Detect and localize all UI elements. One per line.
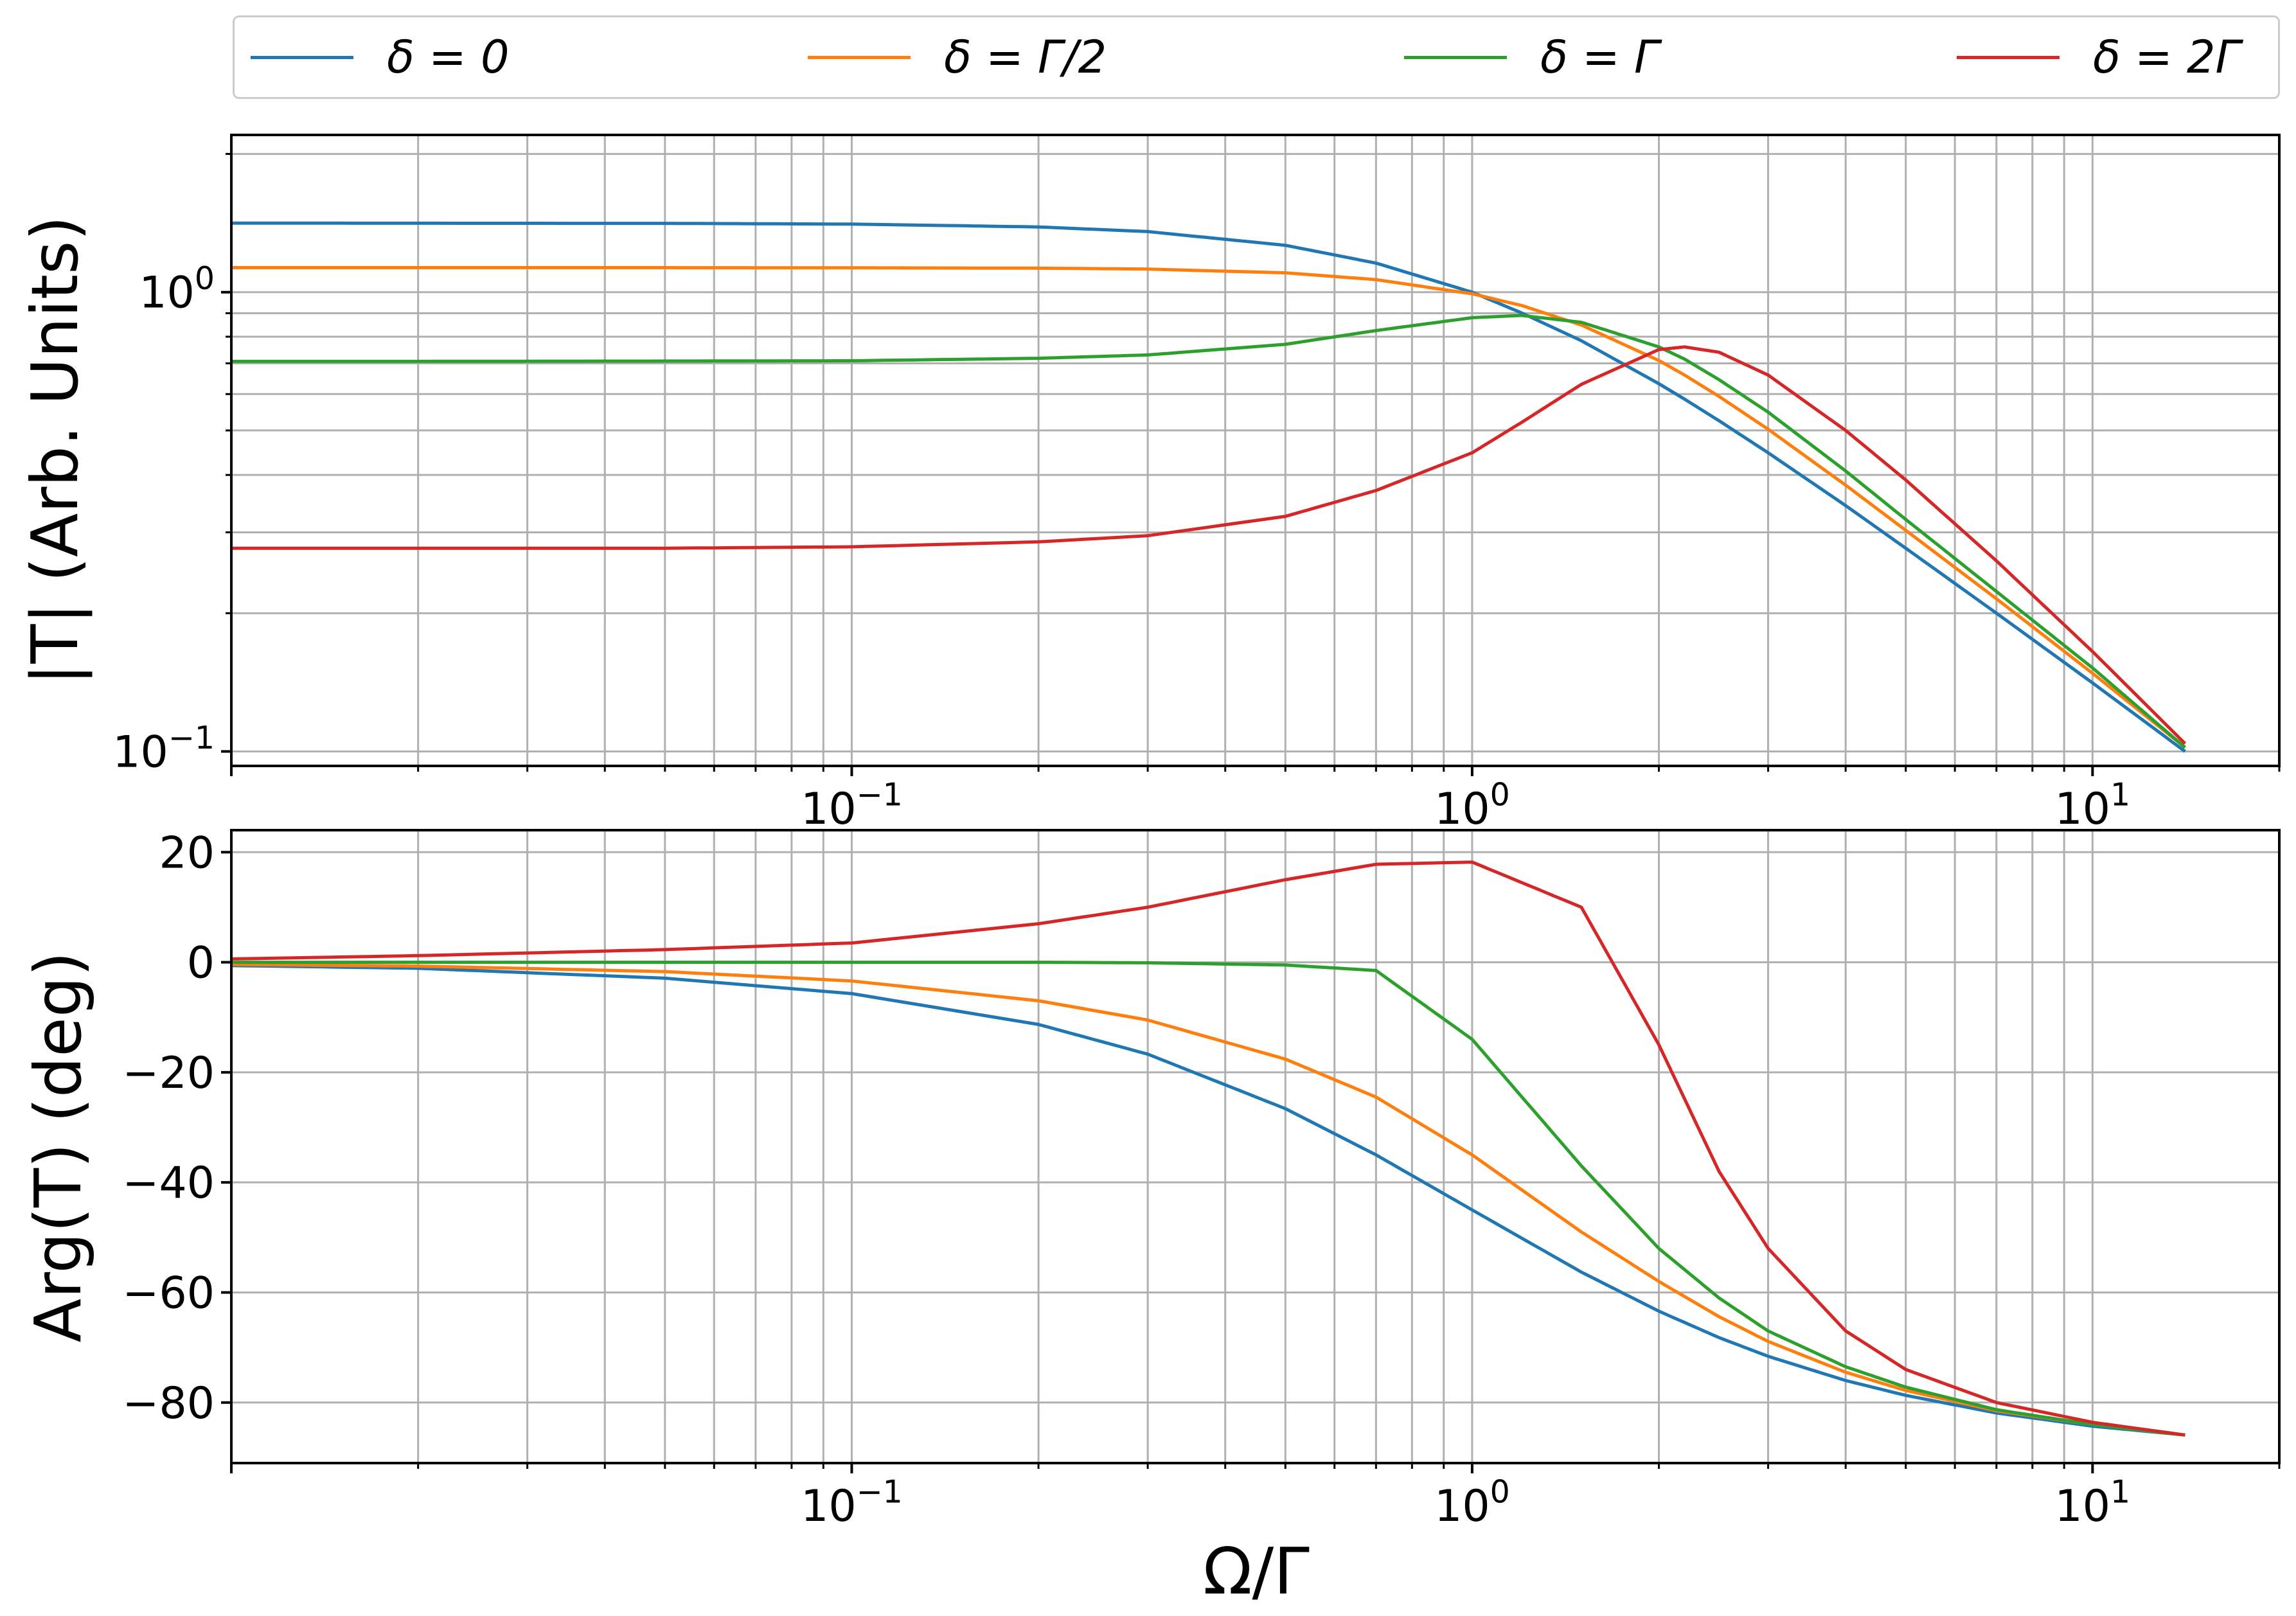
legend: δ = 0 δ = Γ/2 δ = Γ δ = 2Γ [233,15,2280,99]
x-tick-label: 101 [2055,1473,2131,1532]
phase-ticks: 10−1 100 101 −80 −60 −40 −20 0 20 [122,828,2281,1532]
legend-label: δ = 0 [387,31,510,84]
legend-line [1404,55,1507,59]
series-line [231,961,2185,1437]
magnitude-ticks: 10−1 100 101 10−1 100 [112,153,2281,835]
magnitude-plot: 10−1 100 101 10−1 100 |T| (Arb. Units) [17,134,2281,835]
phase-xlabel: Ω/Γ [1203,1534,1310,1609]
y-tick-label: 0 [187,938,215,989]
magnitude-grid [230,135,2281,766]
magnitude-ylabel: |T| (Arb. Units) [17,216,93,686]
series-line [231,345,2187,745]
phase-grid [230,830,2281,1463]
y-tick-label: 20 [159,828,215,878]
legend-label: δ = Γ/2 [944,31,1107,84]
x-tick-label: 100 [1434,1473,1510,1532]
series-line [231,221,2186,753]
phase-ylabel: Arg(T) (deg) [21,952,96,1343]
x-tick-label: 100 [1434,776,1510,835]
legend-line [808,55,911,59]
legend-entry: δ = Γ [1404,17,1659,97]
y-tick-label: −60 [122,1268,215,1319]
legend-entry: δ = 2Γ [1957,17,2241,97]
x-tick-label: 10−1 [801,776,903,835]
series-line [231,963,2185,1437]
series-line [231,964,2185,1437]
legend-label: δ = 2Γ [2093,31,2241,84]
y-tick-label: −80 [122,1378,215,1429]
magnitude-axes-frame [230,134,2281,767]
legend-entry: δ = 0 [251,17,510,97]
legend-label: δ = Γ [1540,31,1659,84]
y-tick-label: −40 [122,1158,215,1209]
x-tick-label: 101 [2055,776,2131,835]
legend-line [1957,55,2060,59]
series-line [231,314,2187,749]
y-tick-label: −20 [122,1048,215,1099]
x-tick-label: 10−1 [801,1473,903,1532]
series-line [231,860,2185,1437]
magnitude-series-lines [231,221,2187,753]
series-line [231,266,2186,749]
legend-entry: δ = Γ/2 [808,17,1107,97]
y-tick-label: 100 [139,260,215,319]
phase-series-lines [231,860,2185,1437]
phase-axes-frame [230,829,2281,1464]
legend-line [251,55,353,59]
y-tick-label: 10−1 [112,720,215,778]
phase-plot: 10−1 100 101 −80 −60 −40 −20 0 20 Arg(T) (deg) Ω… [21,828,2281,1609]
